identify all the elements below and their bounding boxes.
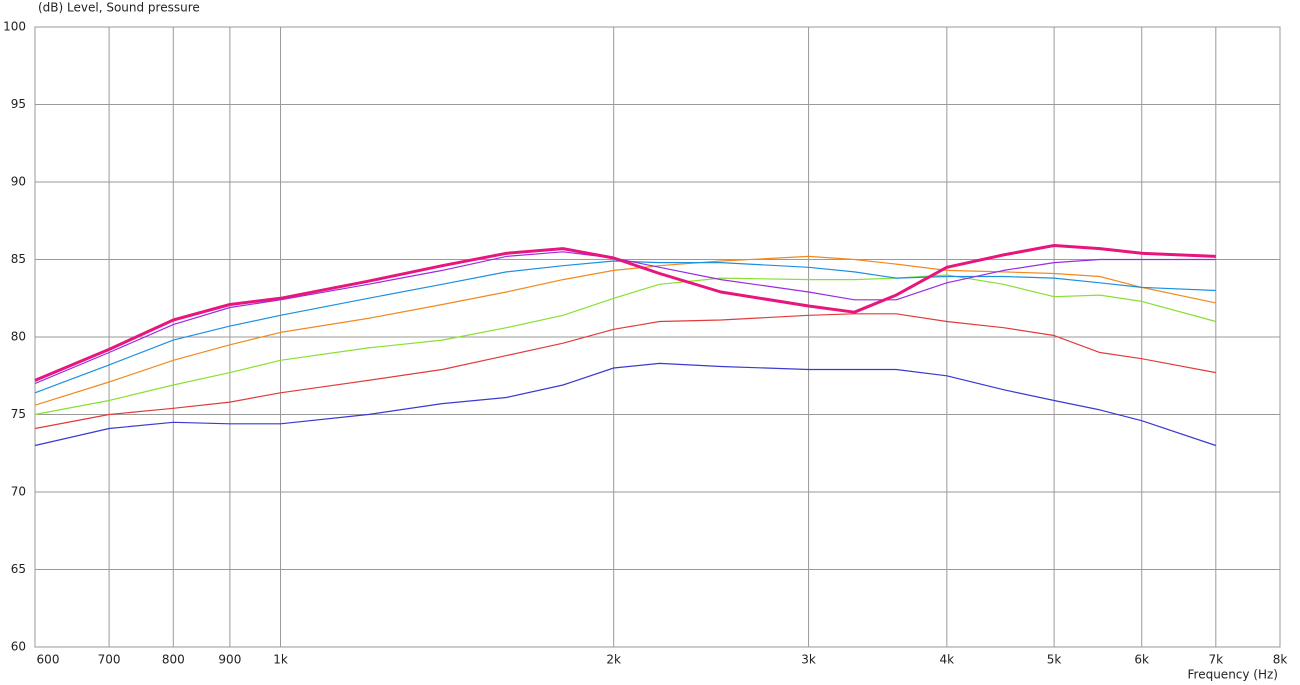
x-axis-label: Frequency (Hz) xyxy=(1188,668,1279,682)
x-tick-label: 6k xyxy=(1134,653,1149,667)
chart-title: (dB) Level, Sound pressure xyxy=(38,1,200,15)
x-tick-label: 700 xyxy=(98,653,121,667)
x-tick-label: 4k xyxy=(940,653,955,667)
x-tick-label: 5k xyxy=(1047,653,1062,667)
y-tick-label: 60 xyxy=(11,640,26,654)
x-tick-label: 900 xyxy=(218,653,241,667)
x-tick-label: 800 xyxy=(162,653,185,667)
x-tick-label: 7k xyxy=(1209,653,1224,667)
series-line xyxy=(34,260,1216,394)
y-tick-label: 85 xyxy=(11,252,26,266)
x-tick-label: 600 xyxy=(37,653,60,667)
x-tick-label: 1k xyxy=(273,653,288,667)
x-tick-label: 8k xyxy=(1273,653,1288,667)
series-line xyxy=(34,251,1216,385)
x-tick-label: 3k xyxy=(801,653,816,667)
y-tick-label: 65 xyxy=(11,562,26,576)
y-tick-label: 75 xyxy=(11,407,26,421)
y-tick-label: 80 xyxy=(11,330,26,344)
y-tick-label: 90 xyxy=(11,175,26,189)
x-tick-label: 2k xyxy=(606,653,621,667)
y-tick-label: 95 xyxy=(11,97,26,111)
series-line xyxy=(34,313,1216,430)
y-tick-label: 100 xyxy=(3,20,26,34)
series-line xyxy=(34,255,1216,406)
y-tick-label: 70 xyxy=(11,485,26,499)
series-line xyxy=(34,244,1216,382)
series-line xyxy=(34,362,1216,447)
series-line xyxy=(34,274,1216,416)
